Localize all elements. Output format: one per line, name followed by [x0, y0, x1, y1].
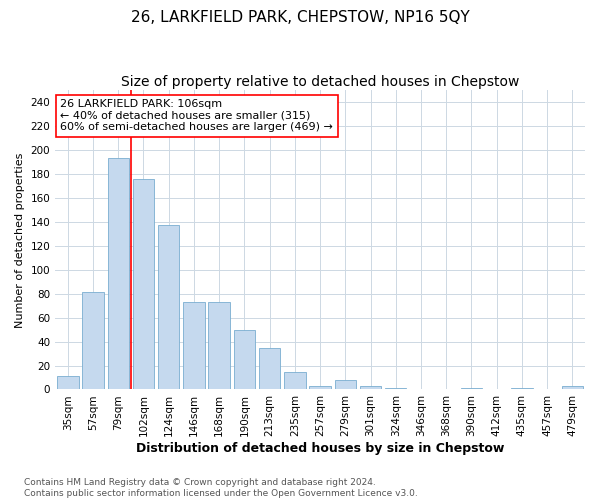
Bar [133, 179, 154, 390]
Text: 26, LARKFIELD PARK, CHEPSTOW, NP16 5QY: 26, LARKFIELD PARK, CHEPSTOW, NP16 5QY [131, 10, 469, 25]
X-axis label: Distribution of detached houses by size in Chepstow: Distribution of detached houses by size … [136, 442, 504, 455]
Y-axis label: Number of detached properties: Number of detached properties [15, 152, 25, 328]
Bar [511, 388, 533, 390]
Bar [284, 372, 305, 390]
Bar [385, 388, 406, 390]
Bar [158, 226, 179, 390]
Bar [335, 380, 356, 390]
Bar [233, 330, 255, 390]
Bar [259, 348, 280, 390]
Bar [208, 302, 230, 390]
Bar [562, 386, 583, 390]
Title: Size of property relative to detached houses in Chepstow: Size of property relative to detached ho… [121, 75, 519, 89]
Bar [310, 386, 331, 390]
Bar [360, 386, 381, 390]
Bar [82, 292, 104, 390]
Bar [461, 388, 482, 390]
Text: Contains HM Land Registry data © Crown copyright and database right 2024.
Contai: Contains HM Land Registry data © Crown c… [24, 478, 418, 498]
Bar [107, 158, 129, 390]
Bar [57, 376, 79, 390]
Bar [183, 302, 205, 390]
Text: 26 LARKFIELD PARK: 106sqm
← 40% of detached houses are smaller (315)
60% of semi: 26 LARKFIELD PARK: 106sqm ← 40% of detac… [61, 99, 334, 132]
